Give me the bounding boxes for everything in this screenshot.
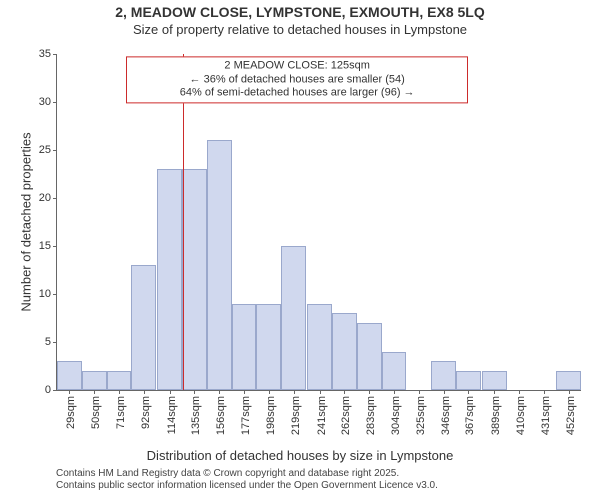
x-tick-label: 283sqm <box>365 396 377 435</box>
chart-container: 2, MEADOW CLOSE, LYMPSTONE, EXMOUTH, EX8… <box>0 0 600 500</box>
x-tick-mark <box>419 390 420 394</box>
y-tick: 10 <box>39 288 57 300</box>
footer-line-2: Contains public sector information licen… <box>56 480 438 492</box>
x-tick-label: 241sqm <box>316 396 328 435</box>
x-tick-mark <box>144 390 145 394</box>
x-tick-mark <box>219 390 220 394</box>
x-tick-mark <box>320 390 321 394</box>
y-tick: 5 <box>45 336 57 348</box>
x-tick-label: 71sqm <box>115 396 127 429</box>
chart-footer: Contains HM Land Registry data © Crown c… <box>56 468 438 492</box>
x-tick-label: 262sqm <box>340 396 352 435</box>
x-tick-mark <box>369 390 370 394</box>
x-tick-label: 219sqm <box>290 396 302 435</box>
annotation-line: 2 MEADOW CLOSE: 125sqm <box>133 59 461 73</box>
x-tick-mark <box>394 390 395 394</box>
annotation-line: ← 36% of detached houses are smaller (54… <box>133 73 461 87</box>
y-tick: 35 <box>39 48 57 60</box>
x-tick-label: 367sqm <box>464 396 476 435</box>
x-tick-label: 198sqm <box>265 396 277 435</box>
histogram-bar <box>157 169 182 390</box>
x-tick-mark <box>569 390 570 394</box>
chart-title: 2, MEADOW CLOSE, LYMPSTONE, EXMOUTH, EX8… <box>0 4 600 20</box>
x-tick-label: 325sqm <box>415 396 427 435</box>
x-tick-mark <box>269 390 270 394</box>
y-tick: 0 <box>45 384 57 396</box>
x-tick-mark <box>344 390 345 394</box>
histogram-bar <box>281 246 306 390</box>
y-tick: 30 <box>39 96 57 108</box>
x-tick-mark <box>519 390 520 394</box>
y-tick: 25 <box>39 144 57 156</box>
x-tick-label: 304sqm <box>390 396 402 435</box>
histogram-bar <box>431 361 456 390</box>
x-axis-label: Distribution of detached houses by size … <box>0 448 600 463</box>
histogram-bar <box>256 304 281 390</box>
x-tick-label: 410sqm <box>515 396 527 435</box>
x-tick-mark <box>544 390 545 394</box>
annotation-line: 64% of semi-detached houses are larger (… <box>133 87 461 101</box>
x-tick-label: 452sqm <box>565 396 577 435</box>
histogram-bar <box>357 323 382 390</box>
y-axis-label: Number of detached properties <box>18 132 33 311</box>
reference-line <box>183 54 184 390</box>
plot-area: 0510152025303529sqm50sqm71sqm92sqm114sqm… <box>56 54 581 391</box>
annotation-box: 2 MEADOW CLOSE: 125sqm← 36% of detached … <box>126 56 468 103</box>
x-tick-mark <box>119 390 120 394</box>
x-tick-mark <box>294 390 295 394</box>
x-tick-label: 156sqm <box>215 396 227 435</box>
histogram-bar <box>307 304 332 390</box>
histogram-bar <box>131 265 156 390</box>
histogram-bar <box>182 169 207 390</box>
histogram-bar <box>556 371 581 390</box>
histogram-bar <box>57 361 82 390</box>
x-tick-label: 135sqm <box>190 396 202 435</box>
x-tick-mark <box>444 390 445 394</box>
chart-subtitle: Size of property relative to detached ho… <box>0 22 600 37</box>
histogram-bar <box>207 140 232 390</box>
x-tick-mark <box>468 390 469 394</box>
x-tick-mark <box>69 390 70 394</box>
x-tick-mark <box>170 390 171 394</box>
histogram-bar <box>107 371 132 390</box>
x-tick-label: 389sqm <box>490 396 502 435</box>
x-tick-mark <box>244 390 245 394</box>
x-tick-mark <box>494 390 495 394</box>
y-tick: 20 <box>39 192 57 204</box>
x-tick-label: 114sqm <box>166 396 178 434</box>
histogram-bar <box>332 313 357 390</box>
x-tick-label: 29sqm <box>65 396 77 429</box>
histogram-bar <box>82 371 107 390</box>
y-tick: 15 <box>39 240 57 252</box>
histogram-bar <box>482 371 507 390</box>
x-tick-label: 50sqm <box>90 396 102 429</box>
histogram-bar <box>232 304 257 390</box>
x-tick-label: 431sqm <box>540 396 552 435</box>
x-tick-mark <box>94 390 95 394</box>
footer-line-1: Contains HM Land Registry data © Crown c… <box>56 468 438 480</box>
x-tick-mark <box>194 390 195 394</box>
x-tick-label: 92sqm <box>140 396 152 429</box>
histogram-bar <box>382 352 407 390</box>
histogram-bar <box>456 371 481 390</box>
x-tick-label: 177sqm <box>240 396 252 435</box>
x-tick-label: 346sqm <box>440 396 452 435</box>
